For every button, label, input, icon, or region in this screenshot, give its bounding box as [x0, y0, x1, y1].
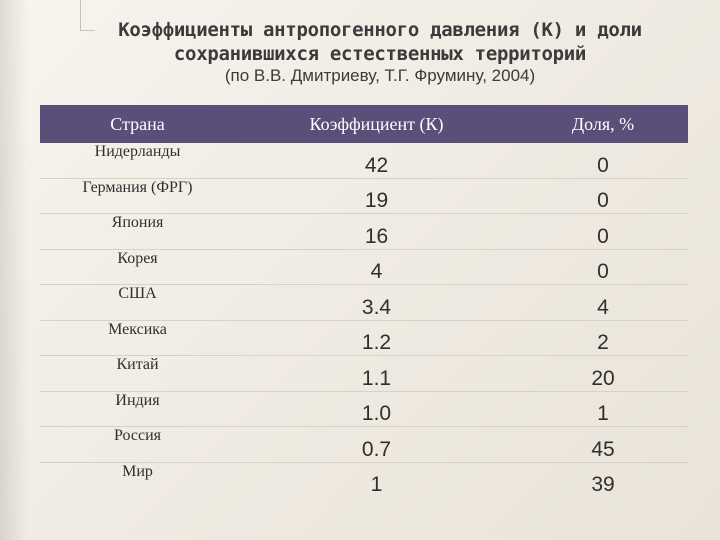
table-row: Россия 0.7 45	[40, 426, 688, 463]
coefficient-cell: 0.7	[235, 426, 518, 463]
coefficient-cell: 3.4	[235, 284, 518, 321]
coefficient-cell: 19	[235, 178, 518, 214]
country-cell: Мексика	[40, 320, 235, 356]
slide-subtitle: (по В.В. Дмитриеву, Т.Г. Фрумину, 2004)	[224, 66, 536, 85]
coefficient-cell: 42	[235, 143, 518, 179]
coefficient-cell: 16	[235, 213, 518, 250]
share-cell: 0	[518, 178, 688, 214]
share-cell: 2	[518, 320, 688, 356]
country-cell: Япония	[40, 213, 235, 250]
table-row: США 3.4 4	[40, 284, 688, 321]
title-line-1: Коэффициенты антропогенного давления (К)…	[118, 19, 642, 41]
table-row: Германия (ФРГ) 19 0	[40, 178, 688, 214]
coefficient-cell: 1.0	[235, 391, 518, 427]
share-cell: 4	[518, 284, 688, 321]
share-cell: 20	[518, 355, 688, 392]
coefficient-cell: 1.2	[235, 320, 518, 356]
table-row: Нидерланды 42 0	[40, 143, 688, 179]
title-line-2: сохранившихся естественных территорий	[173, 43, 587, 65]
table-row: Япония 16 0	[40, 213, 688, 250]
corner-ornament	[80, 0, 95, 31]
coefficient-cell: 1	[370, 473, 383, 496]
table-row: Китай 1.1 20	[40, 355, 688, 392]
table-row: Корея 4 0	[40, 249, 688, 285]
share-cell: 0	[518, 249, 688, 285]
share-cell: 45	[518, 426, 688, 463]
header-country: Страна	[40, 105, 235, 143]
coefficient-cell: 1.1	[235, 355, 518, 392]
slide-title: Коэффициенты антропогенного давления (К)…	[40, 18, 720, 66]
share-cell: 0	[518, 213, 688, 250]
header-coefficient: Коэффициент (К)	[235, 105, 518, 143]
country-cell: Россия	[40, 426, 235, 463]
country-cell: Китай	[40, 355, 235, 392]
coefficient-cell: 4	[235, 249, 518, 285]
table-row: Мексика 1.2 2	[40, 320, 688, 356]
left-edge-shadow	[0, 0, 28, 540]
share-cell: 1	[518, 391, 688, 427]
country-cell: Нидерланды	[40, 143, 235, 179]
data-table: Страна Коэффициент (К) Доля, % Нидерланд…	[40, 105, 688, 497]
country-cell: Индия	[40, 391, 235, 427]
country-cell: США	[40, 284, 235, 321]
country-cell: Корея	[40, 249, 235, 285]
table-row: Мир 1 39	[40, 462, 688, 497]
header-share: Доля, %	[518, 105, 688, 143]
table-header-row: Страна Коэффициент (К) Доля, %	[40, 105, 688, 143]
table-row: Индия 1.0 1	[40, 391, 688, 427]
share-cell: 0	[518, 143, 688, 179]
share-cell: 39	[591, 473, 615, 496]
country-cell: Мир	[122, 462, 153, 480]
country-cell: Германия (ФРГ)	[40, 178, 235, 214]
